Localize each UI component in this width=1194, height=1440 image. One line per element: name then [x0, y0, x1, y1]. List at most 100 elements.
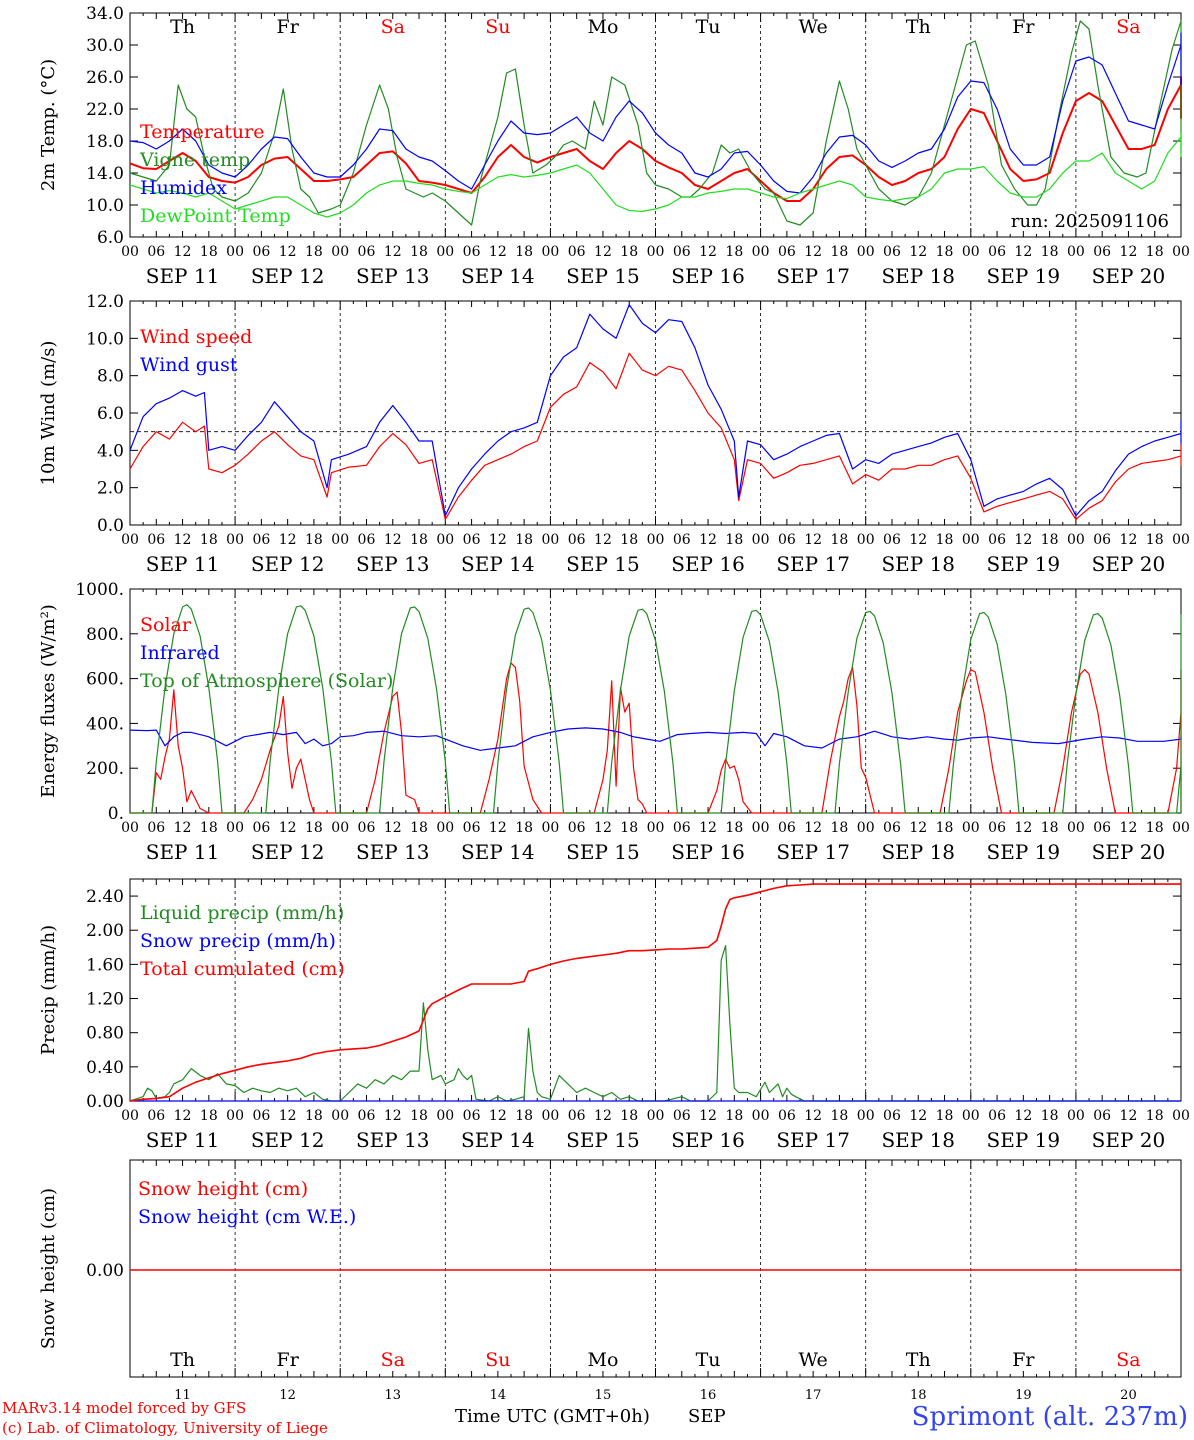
x-hour-label: 00: [121, 820, 139, 836]
x-hour-label: 00: [962, 1108, 980, 1124]
y-tick-label: 0.00: [86, 1092, 124, 1112]
weekday-label: Fr: [1012, 1349, 1035, 1371]
series-line-dewpoint-temp: [129, 132, 1182, 218]
x-daynumber-label: 12: [279, 1388, 296, 1403]
x-hour-label: 00: [226, 532, 244, 548]
x-hour-label: 18: [515, 1108, 533, 1124]
y-axis-title: Energy fluxes (W/m²): [38, 604, 59, 798]
x-hour-label: 12: [384, 820, 402, 836]
x-daynumber-label: 15: [595, 1388, 612, 1403]
x-hour-label: 06: [1093, 1108, 1111, 1124]
series-line-top-of-atmosphere-solar-: [130, 604, 1182, 814]
x-hour-label: 06: [568, 1108, 586, 1124]
x-hour-label: 00: [752, 820, 770, 836]
x-hour-label: 12: [279, 532, 297, 548]
x-hour-label: 00: [331, 1108, 349, 1124]
x-hour-label: 12: [1014, 820, 1032, 836]
x-hour-label: 00: [331, 820, 349, 836]
x-hour-label: 06: [463, 244, 481, 260]
x-date-label: SEP 18: [881, 552, 955, 576]
y-tick-label: 10.0: [86, 196, 124, 216]
y-tick-label: 2.40: [86, 887, 124, 907]
legend-entry: Total cumulated (cm): [140, 958, 345, 980]
x-hour-label: 00: [541, 820, 559, 836]
x-hour-label: 12: [279, 820, 297, 836]
x-date-label: SEP 15: [566, 840, 640, 864]
x-hour-label: 00: [121, 532, 139, 548]
x-hour-label: 18: [620, 244, 638, 260]
x-date-label: SEP 13: [356, 1128, 430, 1152]
weekday-label: Mo: [587, 16, 618, 38]
legend-entry: Liquid precip (mm/h): [140, 902, 344, 924]
x-hour-label: 00: [962, 820, 980, 836]
x-hour-label: 18: [725, 1108, 743, 1124]
x-hour-label: 18: [515, 820, 533, 836]
x-daynumber-label: 14: [490, 1388, 507, 1403]
x-hour-label: 12: [1120, 1108, 1138, 1124]
x-date-label: SEP 11: [146, 840, 220, 864]
x-hour-label: 12: [1014, 532, 1032, 548]
y-tick-label: 1000.: [75, 580, 124, 600]
weekday-label: Sa: [1116, 1349, 1140, 1371]
x-date-label: SEP 19: [987, 264, 1061, 288]
x-hour-label: 06: [252, 244, 270, 260]
x-hour-label: 06: [1093, 820, 1111, 836]
y-tick-label: 600.: [86, 670, 124, 690]
x-date-label: SEP 20: [1092, 840, 1166, 864]
plot-frame: [129, 12, 1182, 238]
x-hour-label: 18: [1146, 1108, 1164, 1124]
x-daynumber-label: 17: [805, 1388, 822, 1403]
x-date-label: SEP 20: [1092, 264, 1166, 288]
y-tick-label: 34.0: [86, 4, 124, 24]
y-axis-title: 2m Temp. (°C): [38, 59, 59, 191]
y-tick-label: 0.00: [86, 1261, 124, 1281]
x-hour-label: 18: [1041, 1108, 1059, 1124]
x-hour-label: 00: [541, 532, 559, 548]
x-hour-label: 06: [988, 820, 1006, 836]
x-hour-label: 12: [384, 1108, 402, 1124]
weekday-label: Mo: [587, 1349, 618, 1371]
x-hour-label: 12: [489, 532, 507, 548]
y-tick-label: 0.0: [97, 516, 124, 536]
x-date-label: SEP 12: [251, 1128, 325, 1152]
x-date-label: SEP 17: [776, 264, 850, 288]
x-hour-label: 00: [226, 1108, 244, 1124]
weekday-label: Fr: [277, 1349, 300, 1371]
x-hour-label: 12: [174, 244, 192, 260]
x-hour-label: 00: [857, 820, 875, 836]
x-hour-label: 06: [988, 244, 1006, 260]
legend-entry: Temperature: [140, 121, 264, 143]
series-line-solar: [130, 662, 1182, 814]
legend-entry: Snow height (cm): [138, 1178, 308, 1200]
y-tick-label: 12.0: [86, 292, 124, 312]
x-hour-label: 18: [620, 532, 638, 548]
y-tick-label: 0.40: [86, 1058, 124, 1078]
y-tick-label: 8.0: [97, 367, 124, 387]
x-hour-label: 06: [1093, 244, 1111, 260]
x-hour-label: 12: [909, 244, 927, 260]
x-hour-label: 18: [936, 532, 954, 548]
x-hour-label: 12: [1120, 244, 1138, 260]
x-hour-label: 00: [1172, 532, 1190, 548]
weekday-label: We: [799, 16, 828, 38]
x-date-label: SEP 18: [881, 264, 955, 288]
x-hour-label: 00: [1067, 1108, 1085, 1124]
x-hour-label: 12: [699, 244, 717, 260]
x-hour-label: 06: [883, 820, 901, 836]
x-date-label: SEP 11: [146, 552, 220, 576]
x-hour-label: 06: [1093, 532, 1111, 548]
x-hour-label: 12: [489, 820, 507, 836]
x-daynumber-label: 19: [1015, 1388, 1032, 1403]
x-hour-label: 18: [200, 532, 218, 548]
x-hour-label: 12: [279, 1108, 297, 1124]
x-hour-label: 00: [436, 1108, 454, 1124]
y-axis-title: Snow height (cm): [38, 1188, 59, 1349]
x-hour-label: 06: [673, 1108, 691, 1124]
x-hour-label: 12: [594, 1108, 612, 1124]
x-hour-label: 06: [568, 532, 586, 548]
x-daynumber-label: 11: [174, 1388, 191, 1403]
station-name: Sprimont (alt. 237m): [911, 1402, 1188, 1432]
x-daynumber-label: 18: [910, 1388, 927, 1403]
x-date-label: SEP 15: [566, 264, 640, 288]
